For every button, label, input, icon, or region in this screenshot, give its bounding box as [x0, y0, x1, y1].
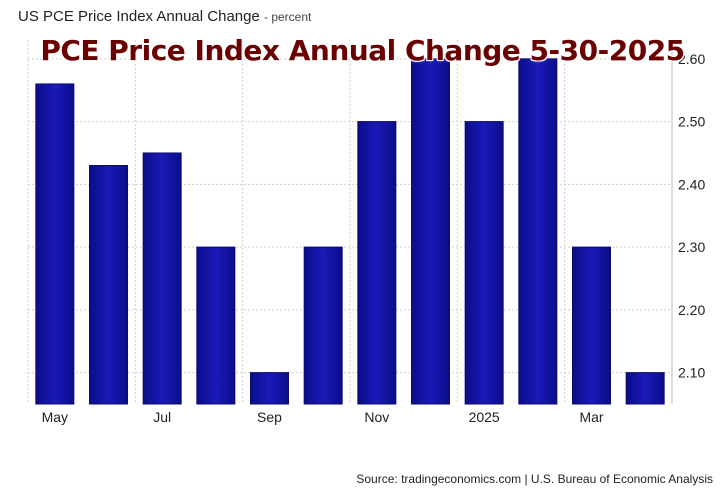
chart-header: US PCE Price Index Annual Change - perce…: [18, 8, 311, 25]
bar-aug-2024: [196, 246, 236, 405]
bar-oct-2024: [303, 246, 343, 405]
bar-may-2024: [35, 83, 75, 405]
y-tick-label: 2.40: [678, 176, 705, 192]
bar-dec-2024: [411, 58, 450, 405]
overlay-title: PCE Price Index Annual Change 5-30-2025: [40, 34, 685, 67]
y-tick-label: 2.10: [678, 365, 705, 381]
bar-jun-2024: [89, 165, 128, 405]
bar-mar-2025: [572, 246, 611, 405]
bar-jan-2025: [464, 121, 504, 405]
y-tick-label: 2.30: [678, 239, 705, 255]
chart-header-title: US PCE Price Index Annual Change: [18, 8, 260, 25]
x-tick-label: Mar: [579, 409, 603, 425]
bar-feb-2025: [518, 58, 558, 405]
bar-jul-2024: [142, 152, 182, 405]
x-tick-label: May: [42, 409, 68, 425]
x-tick-label: 2025: [469, 409, 500, 425]
x-tick-label: Nov: [364, 409, 389, 425]
source-note: Source: tradingeconomics.com | U.S. Bure…: [356, 472, 713, 486]
y-tick-label: 2.60: [678, 51, 705, 67]
bar-apr-2025: [625, 372, 665, 405]
bar-sep-2024: [250, 372, 289, 405]
x-tick-label: Jul: [153, 409, 171, 425]
x-tick-label: Sep: [257, 409, 282, 425]
chart-header-unit: - percent: [263, 10, 312, 24]
y-tick-label: 2.50: [678, 114, 705, 130]
y-tick-label: 2.20: [678, 302, 705, 318]
bar-nov-2024: [357, 121, 397, 405]
